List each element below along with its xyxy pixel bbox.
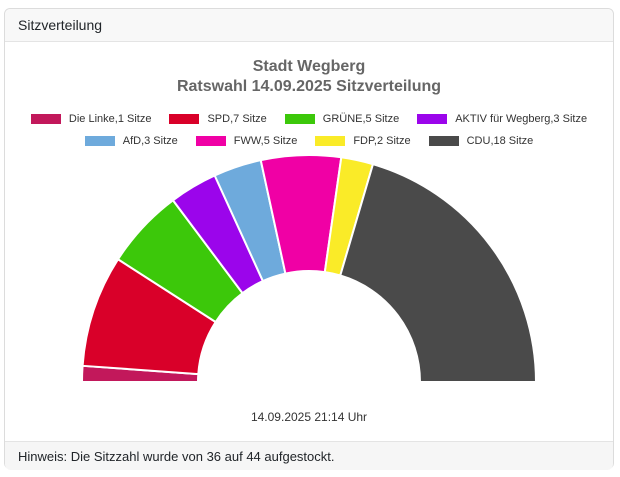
card-footer: Hinweis: Die Sitzzahl wurde von 36 auf 4… <box>5 441 613 470</box>
legend-item-die-linke[interactable]: Die Linke,1 Sitze <box>30 113 152 125</box>
legend-swatch-cdu <box>428 136 459 146</box>
legend-item-cdu[interactable]: CDU,18 Sitze <box>428 135 534 147</box>
chart-title: Stadt Wegberg Ratswahl 14.09.2025 Sitzve… <box>5 57 613 97</box>
chart-title-line1: Stadt Wegberg <box>252 58 366 75</box>
legend-swatch-fww <box>195 136 226 146</box>
legend-swatch-gr-ne <box>284 114 315 124</box>
legend-swatch-afd <box>84 136 115 146</box>
legend-swatch-aktiv-f-r-wegberg <box>417 114 448 124</box>
legend-label: FDP,2 Sitze <box>353 135 411 147</box>
legend-label: GRÜNE,5 Sitze <box>322 113 400 125</box>
legend-label: AfD,3 Sitze <box>122 135 178 147</box>
chart-area: Stadt Wegberg Ratswahl 14.09.2025 Sitzve… <box>5 42 613 441</box>
legend-item-afd[interactable]: AfD,3 Sitze <box>84 135 178 147</box>
legend-label: SPD,7 Sitze <box>207 113 267 125</box>
chart-title-line2: Ratswahl 14.09.2025 Sitzverteilung <box>176 78 442 95</box>
legend-row: Die Linke,1 Sitze SPD,7 Sitze GRÜNE,5 Sitz… <box>5 108 613 130</box>
chart-timestamp: 14.09.2025 21:14 Uhr <box>250 410 368 424</box>
legend-item-fdp[interactable]: FDP,2 Sitze <box>315 135 411 147</box>
legend-swatch-fdp <box>315 136 346 146</box>
legend: Die Linke,1 Sitze SPD,7 Sitze GRÜNE,5 Sitz… <box>5 108 613 152</box>
half-donut-chart <box>81 154 537 383</box>
legend-item-aktiv-f-r-wegberg[interactable]: AKTIV für Wegberg,3 Sitze <box>417 113 587 125</box>
legend-item-spd[interactable]: SPD,7 Sitze <box>169 113 267 125</box>
legend-label: CDU,18 Sitze <box>466 135 534 147</box>
legend-swatch-spd <box>169 114 200 124</box>
legend-row: AfD,3 Sitze FWW,5 Sitze FDP,2 Sitze CDU,18 … <box>5 130 613 152</box>
legend-swatch-die-linke <box>30 114 61 124</box>
legend-label: AKTIV für Wegberg,3 Sitze <box>455 113 588 125</box>
legend-item-gr-ne[interactable]: GRÜNE,5 Sitze <box>284 113 400 125</box>
footer-note: Hinweis: Die Sitzzahl wurde von 36 auf 4… <box>18 448 335 464</box>
legend-label: Die Linke,1 Sitze <box>68 113 152 125</box>
card-header-title: Sitzverteilung <box>18 17 103 33</box>
sitzverteilung-card: Sitzverteilung Stadt Wegberg Ratswahl 14… <box>4 8 614 470</box>
legend-item-fww[interactable]: FWW,5 Sitze <box>195 135 298 147</box>
legend-label: FWW,5 Sitze <box>233 135 298 147</box>
donut-segment-cdu[interactable] <box>339 163 537 383</box>
card-header: Sitzverteilung <box>5 9 613 42</box>
